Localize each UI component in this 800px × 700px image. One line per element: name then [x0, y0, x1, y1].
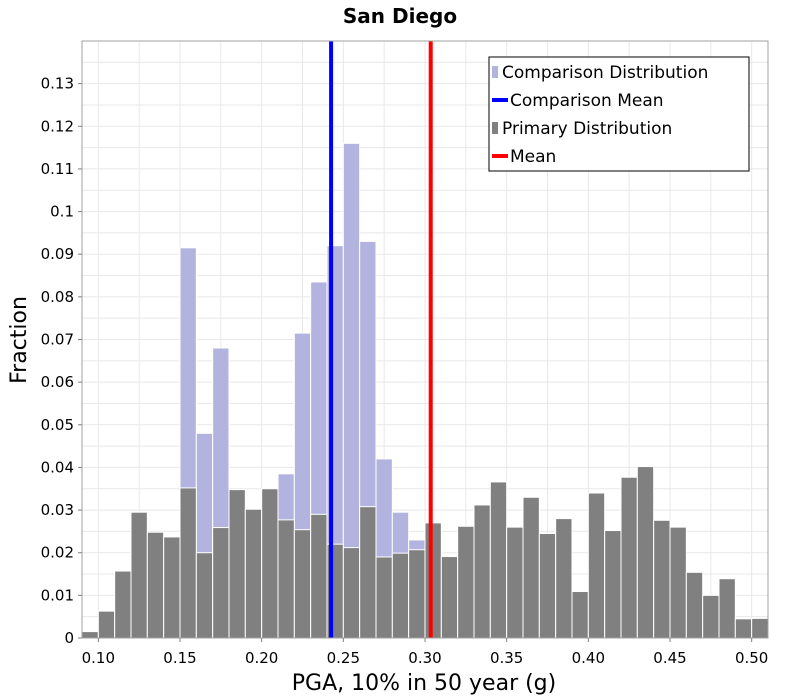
primary-distribution-bar	[587, 492, 606, 639]
x-tick-label: 0.50	[735, 649, 768, 667]
primary-distribution-bar	[228, 489, 246, 639]
primary-distribution-bar	[375, 556, 393, 639]
y-tick-label: 0.09	[41, 245, 74, 263]
primary-distribution-bar	[391, 552, 410, 639]
x-axis-label: PGA, 10% in 50 year (g)	[292, 671, 556, 696]
primary-distribution-bar	[130, 511, 148, 639]
primary-distribution-bar	[489, 481, 508, 639]
primary-distribution-bar	[473, 504, 491, 639]
primary-distribution-bar	[538, 533, 557, 639]
y-tick-label: 0.03	[41, 501, 74, 519]
primary-distribution-bar	[669, 526, 687, 639]
primary-distribution-bar	[522, 496, 540, 639]
primary-distribution-bar	[179, 487, 197, 639]
x-tick-label: 0.30	[408, 649, 441, 667]
y-tick-label: 0.02	[41, 544, 74, 562]
primary-distribution-bar	[636, 466, 655, 639]
primary-distribution-legend-swatch	[492, 122, 498, 134]
primary-distribution-legend-label: Primary Distribution	[502, 119, 672, 139]
primary-distribution-bar	[440, 556, 459, 639]
y-tick-label: 0.13	[41, 75, 74, 93]
primary-distribution-bar	[734, 618, 753, 639]
primary-distribution-bar	[702, 594, 720, 639]
primary-distribution-bar	[408, 549, 426, 639]
primary-distribution-bar	[81, 631, 99, 639]
legend: Comparison Distribution Comparison Mean Pr…	[488, 56, 750, 172]
x-tick-label: 0.45	[653, 649, 686, 667]
y-tick-label: 0	[64, 629, 74, 647]
primary-distribution-bar	[195, 552, 214, 639]
primary-distribution-bar	[653, 519, 671, 639]
primary-distribution-bar	[424, 522, 442, 639]
comparison-distribution-legend-label: Comparison Distribution	[502, 63, 708, 83]
primary-distribution-bar	[506, 526, 524, 639]
primary-distribution-bar	[163, 536, 181, 639]
primary-distribution-bar	[244, 508, 263, 639]
mean-lines	[329, 41, 433, 638]
y-axis-label: Fraction	[7, 296, 32, 384]
primary-distribution-bar	[261, 488, 279, 639]
x-tick-label: 0.40	[572, 649, 605, 667]
primary-distribution-bar	[718, 578, 736, 639]
y-tick-label: 0.05	[41, 416, 74, 434]
primary-distribution-bar	[685, 571, 704, 639]
primary-distribution-bar	[571, 591, 589, 639]
y-tick-label: 0.1	[50, 203, 74, 221]
primary-distribution-bar	[97, 610, 116, 639]
primary-distribution-bar	[146, 531, 165, 639]
y-tick-label: 0.06	[41, 373, 74, 391]
y-tick-label: 0.08	[41, 288, 74, 306]
y-tick-label: 0.04	[41, 458, 74, 476]
primary-distribution-bar	[114, 570, 132, 639]
comparison-mean-legend-label: Comparison Mean	[510, 91, 664, 111]
y-tick-label: 0.07	[41, 331, 74, 349]
y-tick-label: 0.01	[41, 586, 74, 604]
y-tick-label: 0.11	[41, 160, 74, 178]
primary-distribution-bar	[359, 506, 377, 639]
x-tick-label: 0.20	[245, 649, 278, 667]
primary-distribution-bar	[457, 525, 475, 639]
mean-legend-label: Mean	[510, 147, 556, 167]
y-tick-label: 0.12	[41, 117, 74, 135]
legend-box	[488, 56, 750, 172]
primary-distribution-bar	[604, 530, 622, 639]
primary-distribution-bar	[212, 527, 230, 639]
y-axis-ticks: 0 0.01 0.02 0.03 0.04 0.05 0.06 0.07 0.08 0.09 0.1…	[41, 75, 82, 647]
x-tick-label: 0.15	[163, 649, 196, 667]
primary-distribution-bar	[293, 529, 312, 639]
x-tick-label: 0.35	[490, 649, 523, 667]
primary-distribution-bar	[342, 547, 361, 639]
primary-distribution-bar	[751, 617, 769, 639]
primary-distribution-bar	[620, 476, 638, 639]
primary-distribution-bar	[310, 513, 328, 639]
x-tick-label: 0.10	[82, 649, 115, 667]
primary-distribution-bar	[277, 519, 295, 639]
x-tick-label: 0.25	[327, 649, 360, 667]
primary-distribution-bar	[555, 518, 573, 639]
comparison-distribution-legend-swatch	[492, 66, 498, 78]
x-axis-ticks: 0.10 0.15 0.20 0.25 0.30 0.35 0.40 0.45 0.50	[82, 638, 768, 667]
chart-title: San Diego	[343, 4, 457, 28]
